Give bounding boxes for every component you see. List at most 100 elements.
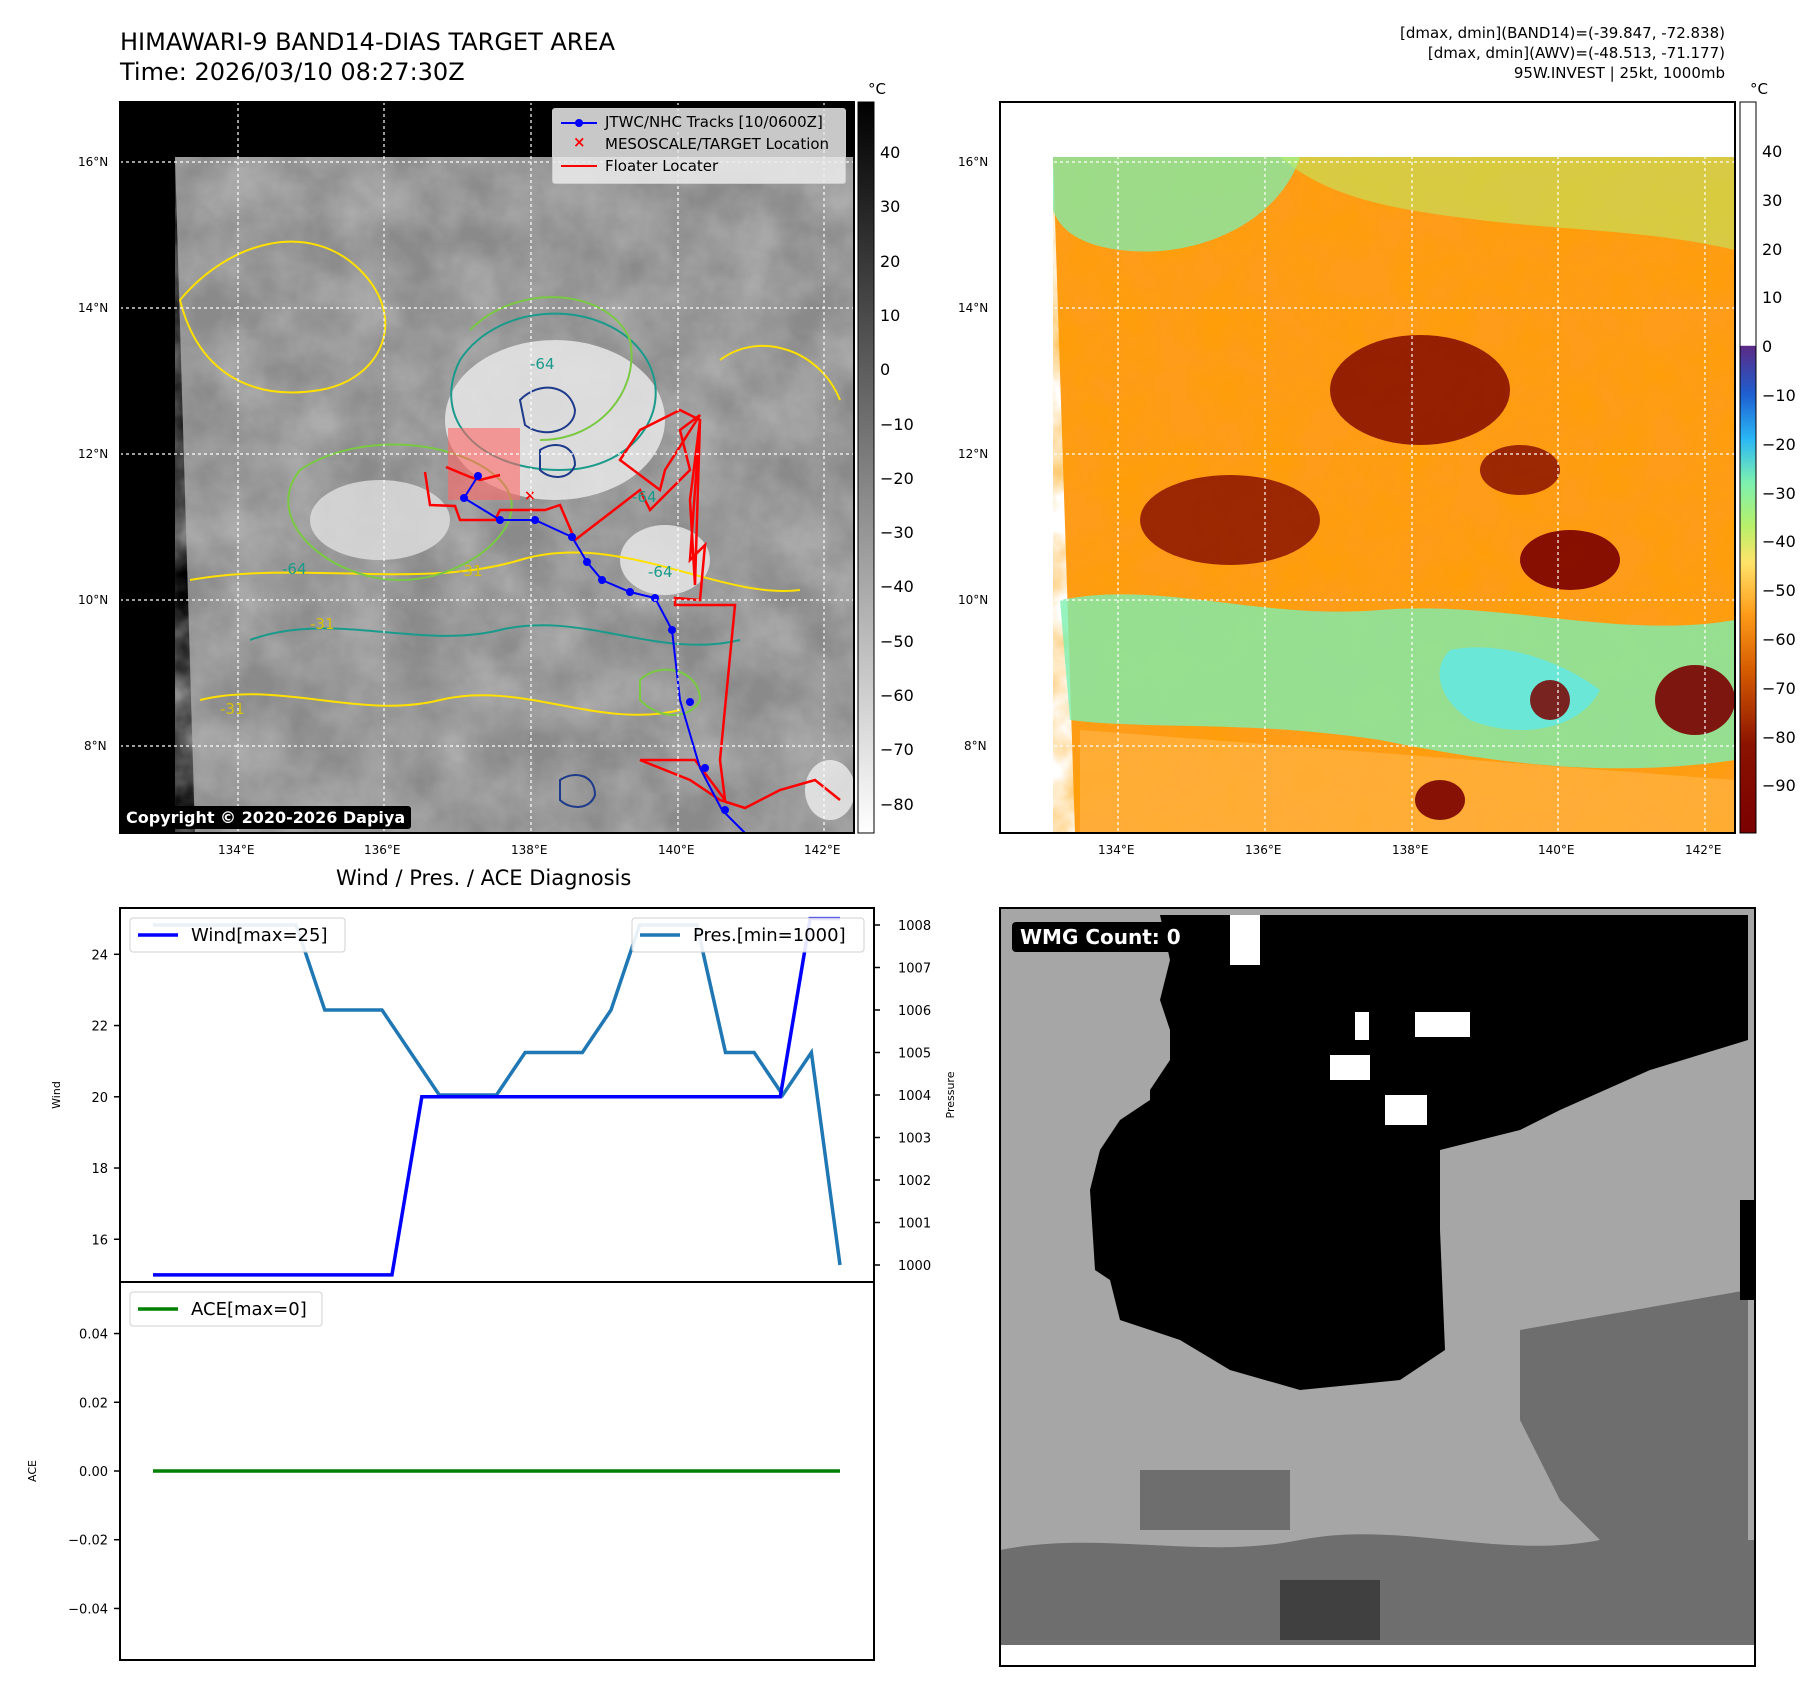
colorbar-tick: −80: [1762, 727, 1796, 747]
lon-tick: 140°E: [1538, 843, 1575, 857]
map1-legend: JTWC/NHC Tracks [10/0600Z] × MESOSCALE/T…: [552, 108, 846, 184]
pres-ylabel: Pressure: [944, 1071, 957, 1118]
wmg-count-badge: WMG Count: 0: [1012, 922, 1189, 952]
colorbar-tick: 0: [880, 360, 891, 380]
pres-ytick-label: 1006: [898, 1004, 931, 1019]
svg-text:×: ×: [524, 488, 536, 504]
info-line-3: 95W.INVEST | 25kt, 1000mb: [1513, 64, 1725, 82]
colorbar-tick: 0: [1762, 337, 1773, 357]
lon-tick: 134°E: [218, 843, 255, 857]
colorbar-tick: 30: [1762, 190, 1783, 210]
info-line-1: [dmax, dmin](BAND14)=(-39.847, -72.838): [1400, 24, 1725, 42]
lon-tick: 138°E: [1392, 843, 1429, 857]
pres-ytick-label: 1007: [898, 962, 931, 977]
colorbar-tick: −90: [1762, 776, 1796, 796]
contour-label: -31: [458, 562, 483, 580]
contour-label: -64: [632, 488, 657, 506]
colorbar-tick: 10: [880, 305, 901, 325]
ace-ytick-label: 0.02: [79, 1396, 108, 1411]
pres-ytick-label: 1000: [898, 1259, 931, 1274]
legend-label: Floater Locater: [605, 157, 719, 175]
lat-tick: 8°N: [964, 739, 987, 753]
diagnosis-title: Wind / Pres. / ACE Diagnosis: [336, 866, 632, 890]
lon-tick: 136°E: [364, 843, 401, 857]
pres-ytick-label: 1002: [898, 1174, 931, 1189]
copyright-badge: Copyright © 2020-2026 Dapiya: [120, 806, 412, 829]
lon-tick: 134°E: [1098, 843, 1135, 857]
lon-tick: 142°E: [804, 843, 841, 857]
colorbar-tick: −50: [1762, 581, 1796, 601]
colorbar-tick: 20: [1762, 239, 1783, 259]
wind-ytick-label: 18: [91, 1162, 108, 1177]
ace-legend-box: [129, 1291, 323, 1327]
lat-tick: 14°N: [78, 301, 109, 315]
lat-tick: 16°N: [958, 155, 989, 169]
wind-ytick-label: 16: [91, 1233, 108, 1248]
colorbar-tick: −60: [880, 686, 914, 705]
colorbar-tick: −10: [1762, 386, 1796, 405]
colorbar-tick: −70: [1762, 678, 1796, 698]
page-title: HIMAWARI-9 BAND14-DIAS TARGET AREA: [120, 28, 616, 56]
wind-axes-frame: [119, 907, 875, 1283]
contour-label: -64: [648, 563, 673, 581]
lat-tick: 10°N: [78, 593, 109, 607]
colorbar-tick: −40: [880, 577, 914, 597]
wind-ytick-label: 20: [91, 1091, 108, 1106]
lon-tick: 142°E: [1685, 843, 1722, 857]
wind-ytick-label: 24: [91, 948, 108, 963]
ace-ytick-label: 0.04: [79, 1328, 108, 1343]
wind-legend-label: Wind[max=25]: [191, 925, 328, 946]
colorbar-tick: 10: [1762, 288, 1783, 308]
colorbar-tick: 20: [880, 251, 901, 271]
pres-ytick-label: 1005: [898, 1047, 931, 1062]
colorbar-tick: −10: [880, 414, 914, 434]
ace-ytick-label: −0.02: [68, 1534, 108, 1549]
pres-ytick-label: 1003: [898, 1132, 931, 1147]
ace-ylabel: ACE: [26, 1460, 39, 1482]
lat-tick: 16°N: [78, 155, 109, 169]
info-line-2: [dmax, dmin](AWV)=(-48.513, -71.177): [1427, 44, 1725, 62]
ace-legend-label: ACE[max=0]: [191, 1299, 307, 1320]
colorbar-tick: −20: [1762, 434, 1796, 454]
lat-tick: 14°N: [958, 301, 989, 315]
legend-label: JTWC/NHC Tracks [10/0600Z]: [605, 113, 823, 131]
wind-ytick-label: 22: [91, 1020, 108, 1035]
x-marker-icon: ×: [573, 133, 586, 151]
colorbar-tick: −40: [1762, 532, 1796, 552]
colorbar-tick: −50: [880, 631, 914, 651]
wind-legend-box: [129, 917, 346, 953]
colorbar-unit: °C: [1750, 80, 1768, 98]
pres-legend-label: Pres.[min=1000]: [693, 925, 846, 946]
contour-label: -64: [530, 355, 555, 373]
colorbar-tick: −80: [880, 794, 914, 814]
colorbar-tick: 40: [1762, 142, 1783, 161]
lon-tick: 138°E: [511, 843, 548, 857]
ace-ytick-label: −0.04: [68, 1602, 108, 1617]
wind-ylabel: Wind: [50, 1081, 63, 1109]
lat-tick: 12°N: [78, 447, 109, 461]
lat-tick: 12°N: [958, 447, 989, 461]
floater-legend-swatch: [561, 165, 597, 167]
track-legend-swatch: [561, 117, 597, 129]
contour-label: -64: [282, 560, 307, 578]
colorbar-tick: −30: [880, 523, 914, 543]
colorbar-tick: −60: [1762, 630, 1796, 649]
pres-ytick-label: 1004: [898, 1089, 931, 1104]
wind-line: [153, 916, 840, 1277]
pressure-line: [153, 923, 842, 1266]
lon-tick: 136°E: [1245, 843, 1282, 857]
lon-tick: 140°E: [658, 843, 695, 857]
contour-label: -31: [310, 615, 335, 633]
time-label: Time: 2026/03/10 08:27:30Z: [120, 58, 465, 86]
lat-tick: 8°N: [84, 739, 107, 753]
colorbar-tick: 40: [880, 143, 901, 162]
colorbar-tick: −20: [880, 468, 914, 488]
pres-ytick-label: 1008: [898, 919, 931, 934]
ace-ytick-label: 0.00: [79, 1465, 108, 1480]
pres-ytick-label: 1001: [898, 1217, 931, 1232]
contour-label: -31: [220, 700, 245, 718]
legend-label: MESOSCALE/TARGET Location: [605, 135, 830, 153]
colorbar-tick: −30: [1762, 483, 1796, 503]
pres-legend-box: [631, 917, 865, 953]
colorbar-unit: °C: [868, 80, 886, 98]
